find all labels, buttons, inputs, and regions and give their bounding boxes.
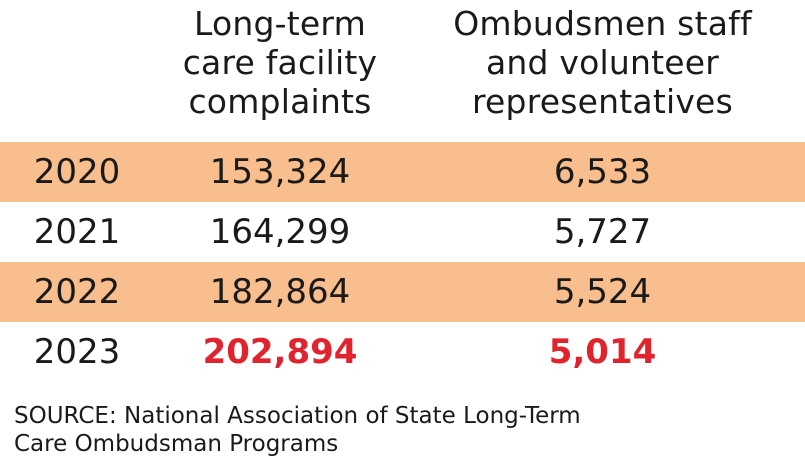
year-cell: 2021 [33, 212, 121, 252]
header-line: Long-term [194, 4, 366, 43]
year-cell: 2023 [33, 332, 121, 372]
header-line: and volunteer [485, 43, 719, 82]
source-line: Care Ombudsman Programs [14, 431, 339, 457]
table-row: 2022 182,864 5,524 [0, 262, 805, 322]
header-line: complaints [188, 82, 372, 121]
table-row: 2021 164,299 5,727 [0, 202, 805, 262]
source-line: SOURCE: National Association of State Lo… [14, 403, 581, 429]
representatives-cell: 6,533 [553, 152, 652, 192]
representatives-cell: 5,727 [553, 212, 652, 252]
source-note: SOURCE: National Association of State Lo… [14, 402, 794, 458]
header-line: care facility [182, 43, 378, 82]
column-header-complaints: Long-term care facility complaints [155, 4, 405, 121]
table-row: 2020 153,324 6,533 [0, 142, 805, 202]
table-body: 2020 153,324 6,533 2021 164,299 5,727 20… [0, 142, 805, 382]
complaints-cell: 202,894 [202, 332, 358, 372]
header-line: representatives [472, 82, 733, 121]
representatives-cell: 5,014 [548, 332, 657, 372]
complaints-cell: 182,864 [209, 272, 351, 312]
complaints-cell: 153,324 [209, 152, 351, 192]
column-header-representatives: Ombudsmen staff and volunteer representa… [430, 4, 775, 121]
representatives-cell: 5,524 [553, 272, 652, 312]
table-row: 2023 202,894 5,014 [0, 322, 805, 382]
complaints-cell: 164,299 [209, 212, 351, 252]
table-header: Long-term care facility complaints Ombud… [0, 0, 805, 132]
year-cell: 2020 [33, 152, 121, 192]
header-line: Ombudsmen staff [453, 4, 752, 43]
year-cell: 2022 [33, 272, 121, 312]
